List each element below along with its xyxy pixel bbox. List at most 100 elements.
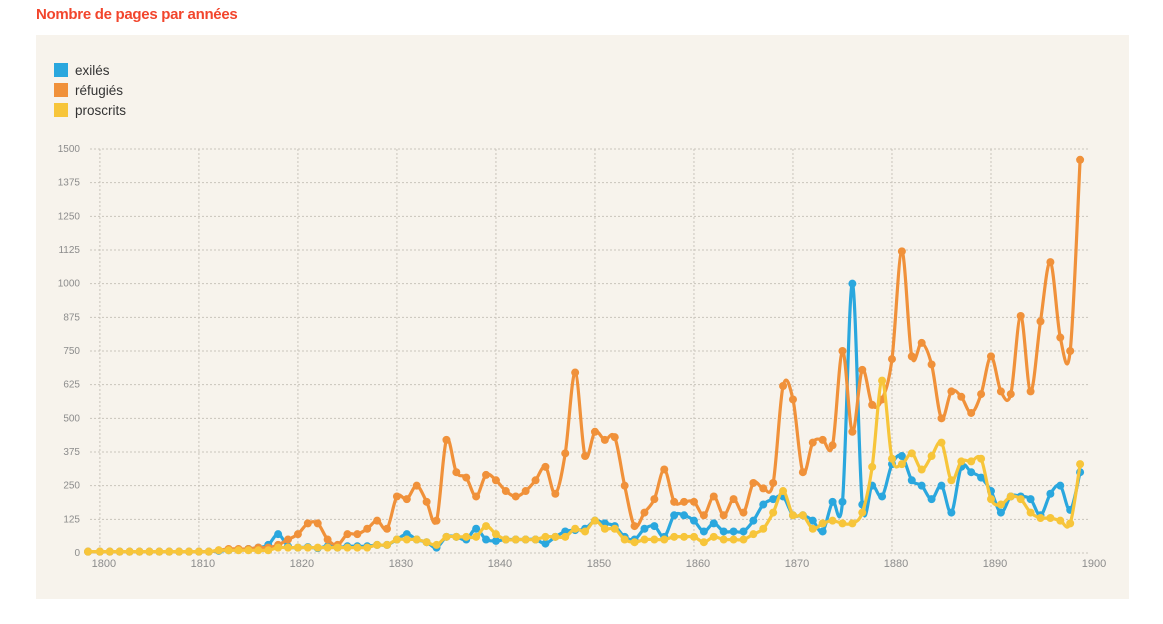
data-point <box>640 524 649 533</box>
data-point <box>759 484 768 493</box>
data-point <box>699 527 708 536</box>
data-point <box>541 539 550 548</box>
data-point <box>194 547 203 556</box>
data-point <box>660 535 669 544</box>
x-tick-label: 1800 <box>92 558 116 570</box>
data-point <box>907 449 916 458</box>
data-point <box>482 522 491 531</box>
data-point <box>571 524 580 533</box>
data-point <box>788 395 797 404</box>
data-point <box>1066 347 1075 355</box>
data-point <box>858 508 867 517</box>
y-tick-label: 500 <box>63 413 80 424</box>
data-point <box>472 524 481 533</box>
x-tick-label: 1850 <box>587 558 611 570</box>
y-tick-label: 1125 <box>58 245 80 256</box>
data-point <box>1056 516 1065 525</box>
data-point <box>986 352 995 361</box>
data-point <box>838 519 847 528</box>
data-point <box>818 527 827 536</box>
data-point <box>917 465 926 474</box>
data-point <box>175 547 184 556</box>
data-point <box>689 532 698 541</box>
data-point <box>610 433 619 442</box>
legend-item-proscrits[interactable]: proscrits <box>54 100 126 120</box>
data-point <box>769 495 778 504</box>
data-point <box>729 495 738 504</box>
y-tick-label: 750 <box>63 346 80 357</box>
data-point <box>1046 489 1055 498</box>
data-point <box>630 538 639 547</box>
data-point <box>937 481 946 490</box>
data-point <box>967 457 976 466</box>
data-point <box>521 487 530 496</box>
data-point <box>1076 155 1085 164</box>
y-tick-label: 1000 <box>58 279 81 290</box>
data-point <box>937 438 946 447</box>
data-point <box>293 543 302 552</box>
data-point <box>650 495 659 504</box>
data-point <box>947 508 956 517</box>
data-point <box>996 500 1005 509</box>
data-point <box>828 441 837 450</box>
data-point <box>937 414 946 423</box>
data-point <box>670 497 679 506</box>
data-point <box>452 468 461 477</box>
data-point <box>1046 513 1055 522</box>
data-point <box>84 547 93 556</box>
data-point <box>640 508 649 517</box>
data-point <box>868 462 877 471</box>
data-point <box>383 540 392 549</box>
data-point <box>551 489 560 498</box>
data-point <box>343 530 352 539</box>
data-point <box>897 460 906 469</box>
data-point <box>1026 495 1035 504</box>
data-point <box>699 511 708 520</box>
data-point <box>719 527 728 536</box>
data-point <box>343 543 352 552</box>
x-tick-label: 1890 <box>983 558 1007 570</box>
data-point <box>284 535 293 544</box>
data-point <box>264 546 273 555</box>
data-point <box>373 516 382 525</box>
data-point <box>808 438 817 447</box>
data-point <box>957 457 966 466</box>
legend-label-proscrits: proscrits <box>75 102 127 118</box>
data-point <box>798 468 807 477</box>
data-point <box>1056 333 1065 342</box>
data-point <box>125 547 134 556</box>
data-point <box>204 547 213 556</box>
data-point <box>363 543 372 552</box>
legend-item-refugies[interactable]: réfugiés <box>54 80 126 100</box>
data-point <box>788 511 797 520</box>
data-point <box>759 524 768 533</box>
data-point <box>541 462 550 471</box>
data-point <box>224 546 233 555</box>
data-point <box>1006 492 1015 501</box>
chart-title: Nombre de pages par années <box>36 6 238 23</box>
data-point <box>442 435 451 444</box>
data-point <box>868 400 877 409</box>
data-point <box>977 473 986 482</box>
data-point <box>689 516 698 525</box>
data-point <box>640 535 649 544</box>
data-point <box>363 524 372 533</box>
data-point <box>709 532 718 541</box>
data-point <box>115 547 124 556</box>
data-point <box>887 355 896 364</box>
legend-item-exiles[interactable]: exilés <box>54 60 126 80</box>
data-point <box>145 547 154 556</box>
data-point <box>769 478 778 487</box>
y-tick-label: 375 <box>63 447 80 458</box>
data-point <box>422 497 431 506</box>
data-point <box>670 511 679 520</box>
data-point <box>699 538 708 547</box>
data-point <box>927 452 936 461</box>
data-point <box>808 516 817 525</box>
data-point <box>511 492 520 501</box>
data-point <box>561 449 570 458</box>
data-point <box>472 532 481 541</box>
data-point <box>650 535 659 544</box>
data-point <box>531 476 540 485</box>
